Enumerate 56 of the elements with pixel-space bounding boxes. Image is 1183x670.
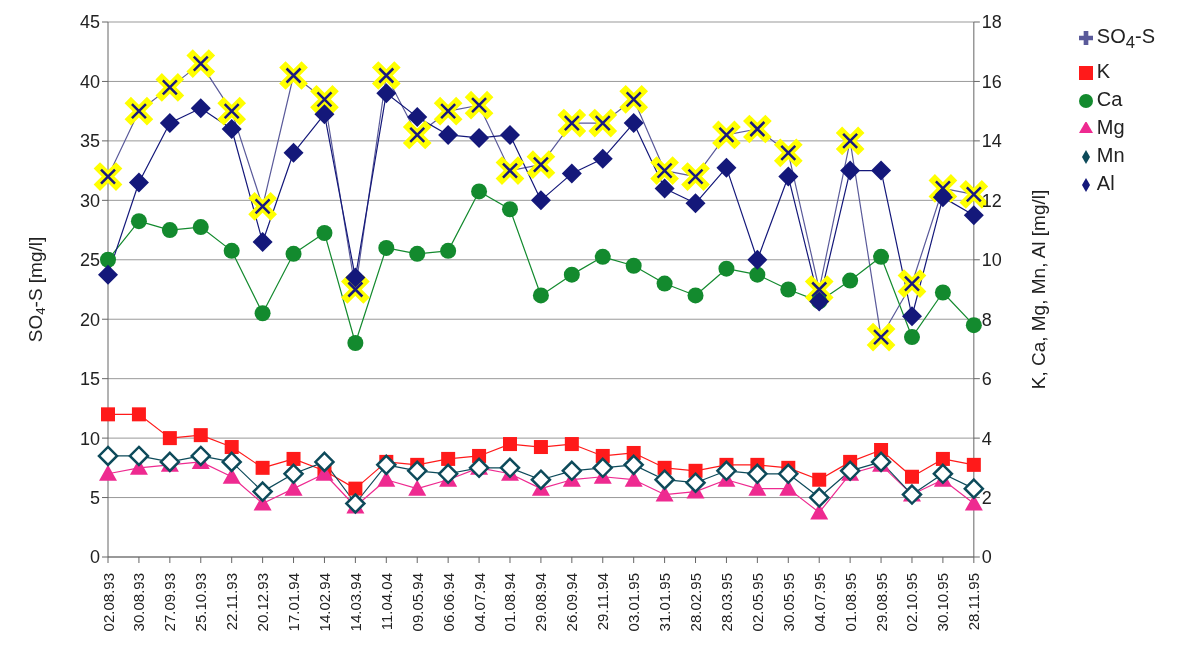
x-tick-label: 01.08.94 [501,573,519,632]
x-tick-label: 28.03.95 [717,573,735,632]
x-tick-label: 09.05.94 [408,573,426,632]
x-tick-label: 29.08.95 [872,573,890,632]
x-tick-label: 14.02.94 [315,573,333,632]
y2-tick-label: 8 [981,309,992,330]
x-tick-label: 04.07.94 [470,573,488,632]
x-tick-label: 11.04.04 [377,573,395,631]
x-tick-label: 30.10.95 [934,573,952,632]
x-tick-label: 27.09.93 [161,573,179,632]
y2-tick-label: 10 [981,250,1002,271]
legend-label: Al [1096,172,1115,194]
y-tick-label: 35 [79,131,100,152]
x-tick-label: 28.11.95 [965,573,983,631]
x-tick-label: 29.08.94 [532,573,550,632]
y2-axis-title: K, Ca, Mg, Mn, Al [mg/l] [1027,189,1049,390]
x-tick-label: 31.01.95 [656,573,674,632]
x-tick-label: 17.01.94 [285,573,303,632]
x-tick-label: 02.10.95 [903,573,921,632]
x-tick-label: 14.03.94 [346,573,364,632]
y-tick-label: 20 [79,309,100,330]
x-tick-label: 30.08.93 [130,573,148,632]
x-tick-label: 02.08.93 [99,573,117,632]
x-tick-label: 28.02.95 [687,573,705,632]
y-tick-label: 15 [79,369,100,390]
legend-label: SO$_{4}$-S [1096,25,1155,52]
x-tick-label: 29.11.94 [594,573,612,631]
legend-label: K [1096,60,1111,82]
x-tick-label: 03.01.95 [625,573,643,632]
x-tick-label: 20.12.93 [254,573,272,632]
x-tick-label: 02.05.95 [748,573,766,632]
legend-label: Mg [1096,116,1125,138]
x-tick-label: 30.05.95 [779,573,797,632]
y-tick-label: 5 [89,487,100,508]
x-tick-label: 26.09.94 [563,573,581,632]
y2-tick-label: 16 [981,71,1002,92]
y2-tick-label: 18 [981,12,1002,33]
y-tick-label: 25 [79,250,100,271]
y-tick-label: 40 [79,71,100,92]
y2-tick-label: 2 [981,487,992,508]
y2-tick-label: 6 [981,369,992,390]
x-tick-label: 25.10.93 [192,573,210,632]
y-tick-label: 0 [89,547,100,568]
y2-tick-label: 12 [981,190,1002,211]
y2-tick-label: 0 [981,547,992,568]
legend-label: Mn [1096,144,1125,166]
x-tick-label: 04.07.95 [810,573,828,632]
y2-tick-label: 14 [981,131,1002,152]
x-tick-label: 01.08.95 [841,573,859,632]
legend-label: Ca [1096,88,1123,110]
y-tick-label: 10 [79,428,100,449]
x-tick-label: 22.11.93 [223,573,241,631]
y-tick-label: 30 [79,190,100,211]
x-tick-label: 06.06.94 [439,573,457,632]
y-tick-label: 45 [79,12,100,33]
y2-tick-label: 4 [981,428,992,449]
